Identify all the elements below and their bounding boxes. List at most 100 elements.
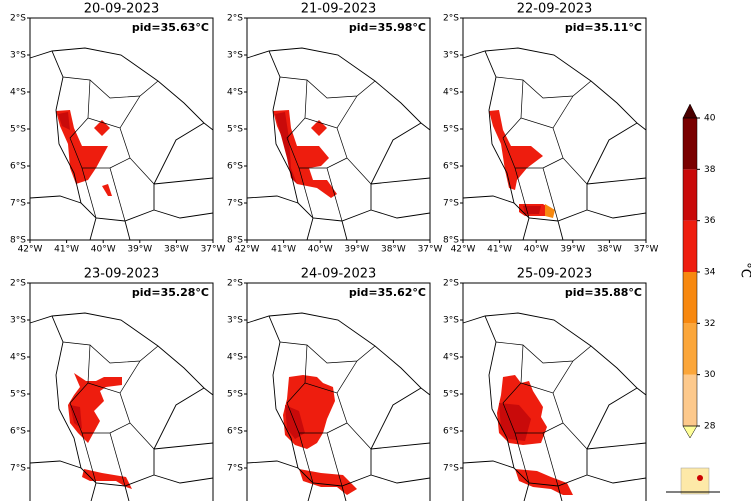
y-tick-label: 6°S	[443, 162, 459, 172]
x-tick-label: 41°W	[54, 245, 79, 255]
colorbar-segment	[683, 323, 697, 375]
x-tick-label: 40°W	[91, 245, 116, 255]
y-tick-label: 3°S	[443, 316, 459, 326]
hot-spot	[273, 110, 337, 198]
hot-spot	[285, 405, 305, 439]
y-tick-label: 4°S	[10, 353, 26, 363]
y-tick-label: 6°S	[10, 162, 26, 172]
x-tick-label: 42°W	[451, 245, 476, 255]
y-tick-label: 7°S	[443, 464, 459, 474]
x-tick-label: 39°W	[127, 245, 152, 255]
map-panel: 22-09-2023 pid=35.11°C 2°S 3°S 4°S 5°S 6°S 7°S 8…	[443, 2, 658, 255]
x-tick-label: 39°W	[560, 245, 585, 255]
x-tick-label: 42°W	[235, 245, 260, 255]
panel-title: 20-09-2023	[84, 2, 160, 17]
colorbar-label: °C	[738, 262, 751, 278]
y-tick-label: 3°S	[227, 51, 243, 61]
y-tick-label: 4°S	[10, 88, 26, 98]
map-panel: 23-09-2023 pid=35.28°C 2°S 3°S 4°S 5°S 6°S 7°S	[10, 267, 214, 501]
pid-label: pid=35.88°C	[565, 286, 642, 299]
pid-label: pid=35.98°C	[349, 21, 426, 34]
y-tick-label: 8°S	[227, 236, 243, 246]
colorbar-segment	[683, 220, 697, 272]
map-panel: 25-09-2023 pid=35.88°C 2°S 3°S 4°S 5°S 6°S 7°S	[443, 267, 647, 501]
y-tick-label: 5°S	[443, 390, 459, 400]
y-tick-label: 6°S	[227, 427, 243, 437]
x-tick-label: 42°W	[18, 245, 43, 255]
y-tick-label: 5°S	[10, 390, 26, 400]
map-panel: 21-09-2023 pid=35.98°C 2°S 3°S 4°S 5°S 6°S 7°S 8…	[227, 2, 442, 255]
panel-title: 25-09-2023	[517, 267, 593, 282]
y-tick-label: 8°S	[443, 236, 459, 246]
x-tick-label: 41°W	[271, 245, 296, 255]
hot-spot	[102, 184, 112, 196]
y-tick-label: 2°S	[10, 14, 26, 24]
hot-spot	[545, 204, 555, 218]
colorbar-tick-label: 40	[704, 114, 716, 124]
y-tick-label: 3°S	[227, 316, 243, 326]
y-tick-label: 7°S	[10, 199, 26, 209]
y-tick-label: 6°S	[10, 427, 26, 437]
map-panel: 20-09-2023 pid=35.63°C 2°S 3°S 4°S 5°S 6°S 7°S 8…	[10, 2, 225, 255]
y-tick-label: 7°S	[443, 199, 459, 209]
pid-label: pid=35.62°C	[349, 286, 426, 299]
colorbar-under	[682, 425, 698, 439]
y-tick-label: 3°S	[443, 51, 459, 61]
colorbar-tick-label: 34	[704, 268, 716, 278]
x-tick-label: 37°W	[418, 245, 443, 255]
legend-icon	[666, 467, 720, 495]
map-background	[247, 283, 430, 501]
panel-title: 21-09-2023	[301, 2, 377, 17]
y-tick-label: 4°S	[443, 353, 459, 363]
y-tick-label: 4°S	[227, 353, 243, 363]
y-tick-label: 5°S	[227, 125, 243, 135]
y-tick-label: 5°S	[443, 125, 459, 135]
y-tick-label: 3°S	[10, 51, 26, 61]
x-tick-label: 40°W	[308, 245, 333, 255]
y-tick-label: 5°S	[227, 390, 243, 400]
x-tick-label: 39°W	[344, 245, 369, 255]
panel-title: 24-09-2023	[301, 267, 377, 282]
y-tick-label: 3°S	[10, 316, 26, 326]
y-tick-label: 7°S	[227, 464, 243, 474]
map-background	[463, 283, 646, 501]
colorbar-over	[682, 103, 698, 119]
colorbar-segment	[683, 272, 697, 324]
x-tick-label: 38°W	[164, 245, 189, 255]
colorbar-tick-label: 36	[704, 216, 716, 226]
hot-spot	[94, 120, 110, 136]
y-tick-label: 2°S	[227, 279, 243, 289]
hot-spot	[58, 112, 70, 130]
y-tick-label: 4°S	[227, 88, 243, 98]
pid-label: pid=35.63°C	[132, 21, 209, 34]
x-tick-label: 38°W	[381, 245, 406, 255]
y-tick-label: 4°S	[443, 88, 459, 98]
y-tick-label: 8°S	[10, 236, 26, 246]
map-panel: 24-09-2023 pid=35.62°C 2°S 3°S 4°S 5°S 6°S 7°S	[227, 267, 431, 501]
colorbar-segment	[683, 118, 697, 170]
y-tick-label: 2°S	[443, 279, 459, 289]
hot-spot	[82, 469, 132, 489]
hot-spot	[311, 120, 327, 136]
y-tick-label: 6°S	[443, 427, 459, 437]
x-tick-label: 40°W	[524, 245, 549, 255]
hot-spot	[275, 112, 297, 184]
panel-title: 22-09-2023	[517, 2, 593, 17]
colorbar-tick-label: 30	[704, 370, 716, 380]
map-background	[30, 283, 213, 501]
panel-title: 23-09-2023	[84, 267, 160, 282]
y-tick-label: 2°S	[227, 14, 243, 24]
x-tick-label: 41°W	[487, 245, 512, 255]
colorbar-tick-label: 32	[704, 319, 715, 329]
x-tick-label: 38°W	[597, 245, 622, 255]
y-tick-label: 6°S	[227, 162, 243, 172]
colorbar-segment	[683, 169, 697, 221]
x-tick-label: 37°W	[201, 245, 226, 255]
colorbar-tick-label: 38	[704, 165, 716, 175]
x-tick-label: 37°W	[634, 245, 659, 255]
hot-spot	[489, 110, 543, 190]
pid-label: pid=35.28°C	[132, 286, 209, 299]
y-tick-label: 5°S	[10, 125, 26, 135]
